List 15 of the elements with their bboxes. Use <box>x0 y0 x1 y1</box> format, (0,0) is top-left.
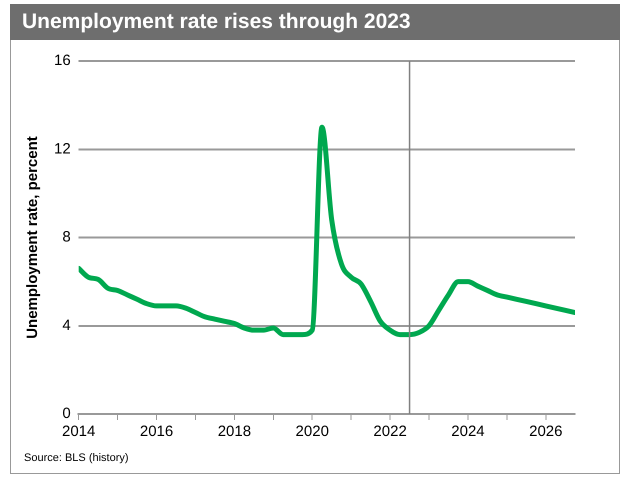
x-tick-label: 2022 <box>373 423 407 440</box>
y-tick-label: 16 <box>54 52 71 70</box>
y-tick-label: 12 <box>54 140 71 158</box>
source-note: Source: BLS (history) <box>24 452 129 464</box>
x-tick-label: 2020 <box>296 423 329 440</box>
x-tick-label: 2024 <box>451 423 485 440</box>
chart-title: Unemployment rate rises through 2023 <box>10 4 620 40</box>
y-tick-label: 0 <box>62 405 71 422</box>
x-tick-label: 2026 <box>529 423 562 440</box>
x-tick-label: 2016 <box>140 423 174 440</box>
x-tick-label: 2014 <box>62 423 96 440</box>
y-tick-label: 4 <box>62 316 71 334</box>
y-tick-label: 8 <box>62 228 71 246</box>
y-axis-title: Unemployment rate, percent <box>24 136 42 339</box>
x-tick-label: 2018 <box>218 423 252 440</box>
